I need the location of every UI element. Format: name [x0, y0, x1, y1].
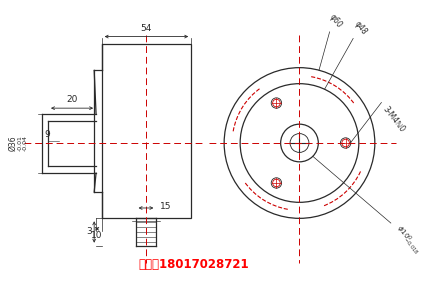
Text: φ60: φ60 — [328, 13, 344, 30]
Text: 10: 10 — [91, 231, 103, 240]
Text: 手机：18017028721: 手机：18017028721 — [138, 258, 249, 271]
Text: 54: 54 — [141, 24, 152, 33]
Text: 3-M4ℕ0: 3-M4ℕ0 — [380, 104, 406, 134]
Text: 20: 20 — [66, 96, 78, 104]
Text: -0.01
-0.04: -0.01 -0.04 — [17, 135, 28, 151]
Text: $\phi10^0_{-0.018}$: $\phi10^0_{-0.018}$ — [392, 223, 423, 258]
Text: Ø36: Ø36 — [9, 135, 18, 151]
Text: 9: 9 — [44, 130, 50, 139]
Bar — [102, 44, 191, 218]
Text: φ48: φ48 — [352, 19, 368, 37]
Text: 15: 15 — [160, 202, 172, 210]
Text: 3: 3 — [87, 227, 92, 237]
